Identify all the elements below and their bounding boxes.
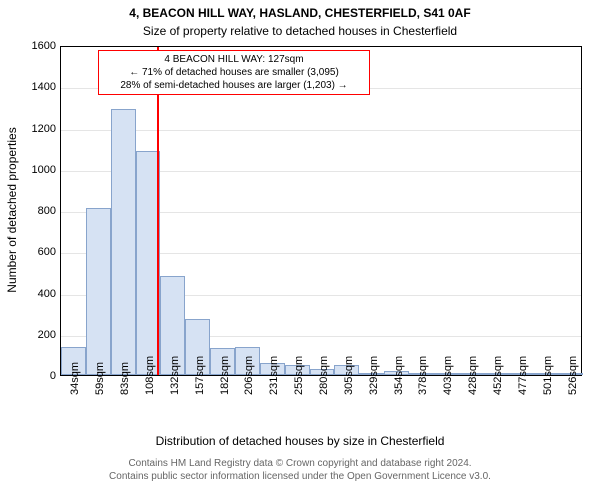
ytick-label: 1000 <box>16 164 56 176</box>
xtick-label: 59sqm <box>94 389 106 395</box>
plot-area <box>60 46 582 376</box>
xtick-label: 428sqm <box>467 389 479 395</box>
title-address: 4, BEACON HILL WAY, HASLAND, CHESTERFIEL… <box>0 6 600 20</box>
ytick-label: 1400 <box>16 81 56 93</box>
info-box-line: 28% of semi-detached houses are larger (… <box>105 79 363 92</box>
xtick-label: 206sqm <box>243 389 255 395</box>
xtick-label: 255sqm <box>293 389 305 395</box>
xtick-label: 403sqm <box>442 389 454 395</box>
xtick-label: 157sqm <box>194 389 206 395</box>
info-box-line: 4 BEACON HILL WAY: 127sqm <box>105 53 363 66</box>
xtick-label: 305sqm <box>343 389 355 395</box>
xtick-label: 34sqm <box>69 389 81 395</box>
xtick-label: 182sqm <box>219 389 231 395</box>
xtick-label: 378sqm <box>417 389 429 395</box>
xtick-label: 231sqm <box>268 389 280 395</box>
ytick-label: 0 <box>16 370 56 382</box>
xtick-label: 280sqm <box>318 389 330 395</box>
footer-line: Contains HM Land Registry data © Crown c… <box>0 458 600 471</box>
xtick-label: 477sqm <box>517 389 529 395</box>
title-subtitle: Size of property relative to detached ho… <box>0 24 600 38</box>
ytick-label: 600 <box>16 246 56 258</box>
xtick-label: 501sqm <box>542 389 554 395</box>
ytick-label: 1200 <box>16 123 56 135</box>
histogram-bar <box>111 109 136 375</box>
ytick-label: 1600 <box>16 40 56 52</box>
xtick-label: 354sqm <box>393 389 405 395</box>
ytick-label: 400 <box>16 288 56 300</box>
histogram-bar <box>86 208 111 375</box>
x-axis-label: Distribution of detached houses by size … <box>0 434 600 448</box>
ytick-label: 200 <box>16 329 56 341</box>
reference-line <box>157 47 159 375</box>
gridline <box>61 130 581 131</box>
info-box: 4 BEACON HILL WAY: 127sqm← 71% of detach… <box>98 50 370 95</box>
xtick-label: 108sqm <box>144 389 156 395</box>
xtick-label: 83sqm <box>119 389 131 395</box>
footer-attribution: Contains HM Land Registry data © Crown c… <box>0 458 600 483</box>
info-box-line: ← 71% of detached houses are smaller (3,… <box>105 66 363 79</box>
xtick-label: 526sqm <box>567 389 579 395</box>
xtick-label: 452sqm <box>492 389 504 395</box>
xtick-label: 132sqm <box>169 389 181 395</box>
ytick-label: 800 <box>16 205 56 217</box>
xtick-label: 329sqm <box>368 389 380 395</box>
footer-line: Contains public sector information licen… <box>0 471 600 484</box>
